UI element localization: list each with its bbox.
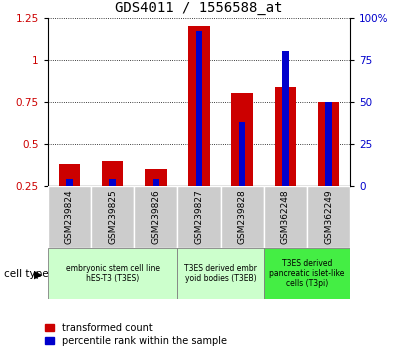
Bar xyxy=(264,186,307,248)
Bar xyxy=(91,186,134,248)
Text: GSM239826: GSM239826 xyxy=(151,189,160,244)
Text: embryonic stem cell line
hES-T3 (T3ES): embryonic stem cell line hES-T3 (T3ES) xyxy=(66,264,160,283)
Text: GSM239827: GSM239827 xyxy=(195,189,203,244)
Text: T3ES derived
pancreatic islet-like
cells (T3pi): T3ES derived pancreatic islet-like cells… xyxy=(269,258,345,289)
Bar xyxy=(178,248,264,299)
Bar xyxy=(152,179,159,186)
Bar xyxy=(239,122,246,186)
Bar xyxy=(48,248,178,299)
Bar xyxy=(188,26,210,228)
Bar xyxy=(282,51,289,186)
Legend: transformed count, percentile rank within the sample: transformed count, percentile rank withi… xyxy=(45,323,227,346)
Bar xyxy=(326,102,332,186)
Bar xyxy=(178,186,220,248)
Text: ▶: ▶ xyxy=(34,269,42,279)
Bar xyxy=(307,186,350,248)
Bar xyxy=(48,186,91,248)
Bar xyxy=(66,179,72,186)
Text: cell type: cell type xyxy=(4,269,49,279)
Text: GSM362249: GSM362249 xyxy=(324,189,333,244)
Text: GSM239825: GSM239825 xyxy=(108,189,117,244)
Text: GSM239824: GSM239824 xyxy=(65,189,74,244)
Bar xyxy=(102,161,123,228)
Bar xyxy=(264,248,350,299)
Title: GDS4011 / 1556588_at: GDS4011 / 1556588_at xyxy=(115,1,283,15)
Bar xyxy=(318,102,339,228)
Bar xyxy=(275,87,296,228)
Bar xyxy=(196,31,202,186)
Bar xyxy=(220,186,264,248)
Bar xyxy=(145,169,167,228)
Bar xyxy=(59,164,80,228)
Bar xyxy=(134,186,178,248)
Text: T3ES derived embr
yoid bodies (T3EB): T3ES derived embr yoid bodies (T3EB) xyxy=(184,264,257,283)
Bar xyxy=(231,93,253,228)
Text: GSM239828: GSM239828 xyxy=(238,189,247,244)
Text: GSM362248: GSM362248 xyxy=(281,189,290,244)
Bar xyxy=(109,179,116,186)
